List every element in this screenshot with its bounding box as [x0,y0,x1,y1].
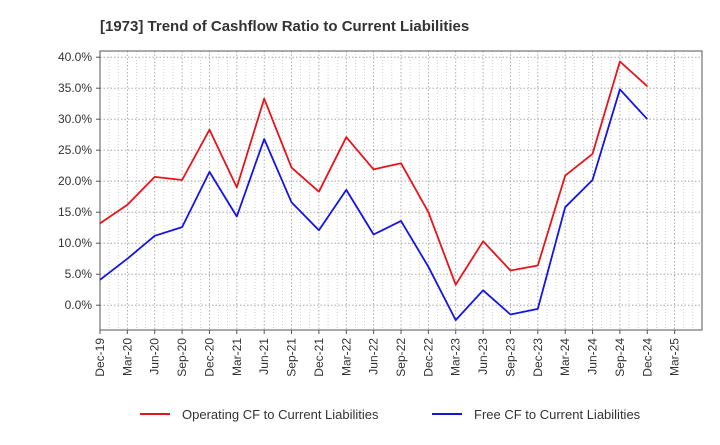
x-tick-label: Mar-20 [120,338,134,376]
x-tick-label: Jun-24 [586,338,600,375]
y-tick-label: 5.0% [65,267,93,281]
y-tick-label: 10.0% [58,236,92,250]
legend-label-2: Free CF to Current Liabilities [474,407,641,422]
x-tick-label: Dec-21 [312,338,326,377]
x-tick-label: Dec-22 [421,338,435,377]
y-axis: 0.0% 5.0% 10.0% 15.0% 20.0% 25.0% 30.0% 35.0% 40… [58,50,100,312]
x-tick-label: Sep-20 [175,338,189,377]
y-tick-label: 0.0% [65,298,93,312]
y-tick-label: 15.0% [58,205,92,219]
x-tick-label: Sep-21 [285,338,299,377]
x-tick-label: Sep-23 [503,338,517,377]
x-tick-label: Dec-20 [202,338,216,377]
x-tick-label: Mar-23 [449,338,463,376]
plot-area [99,50,703,331]
y-tick-label: 40.0% [58,50,92,64]
series-line-1 [99,60,648,286]
legend-label-1: Operating CF to Current Liabilities [182,407,379,422]
y-tick-label: 30.0% [58,112,92,126]
x-tick-label: Sep-22 [394,338,408,377]
x-tick-label: Sep-24 [613,338,627,377]
x-tick-label: Mar-25 [668,338,682,376]
x-tick-label: Mar-21 [230,338,244,376]
x-axis: Dec-19 Mar-20 Jun-20 Sep-20 Dec-20 Mar-21 Jun-… [93,330,682,377]
legend: Operating CF to Current Liabilities Free … [140,407,641,422]
x-tick-label: Mar-24 [558,338,572,376]
x-tick-label: Jun-23 [476,338,490,375]
chart-title: [1973] Trend of Cashflow Ratio to Curren… [100,18,469,35]
grid-lines [99,51,702,330]
series-lines [99,60,648,322]
x-tick-label: Jun-22 [367,338,381,375]
x-tick-label: Dec-23 [531,338,545,377]
x-tick-label: Jun-20 [148,338,162,375]
x-tick-label: Dec-19 [93,338,107,377]
y-tick-label: 25.0% [58,143,92,157]
y-tick-label: 35.0% [58,81,92,95]
x-tick-label: Dec-24 [640,338,654,377]
series-line-2 [99,88,648,322]
y-tick-label: 20.0% [58,174,92,188]
x-tick-label: Jun-21 [257,338,271,375]
x-tick-label: Mar-22 [339,338,353,376]
